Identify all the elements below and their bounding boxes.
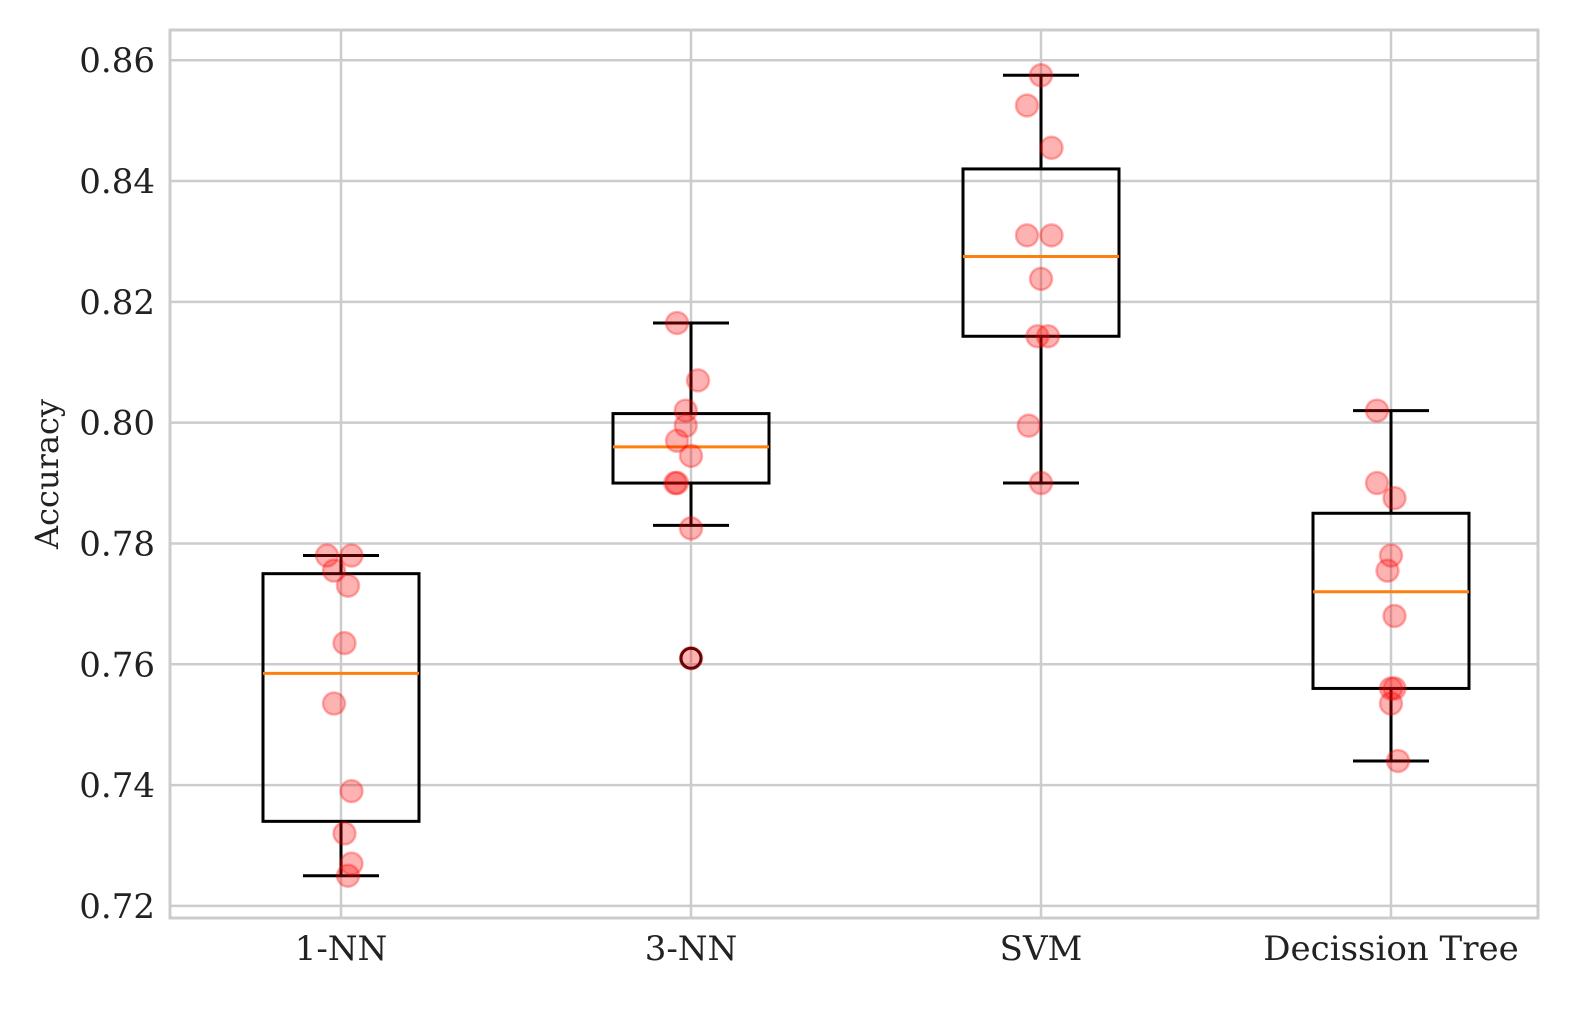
data-point [1364,470,1390,496]
data-point [1382,485,1407,511]
y-tick-labels: 0.72 0.74 0.76 0.78 0.80 0.82 0.84 0.86 [79,41,155,927]
iqr-box [1311,511,1471,690]
x-tick-label: 1-NN [295,929,388,969]
y-tick-label: 0.82 [79,283,155,323]
x-tick-label: Decission Tree [1263,929,1518,969]
box-decission-tree [1311,409,1471,763]
data-point [335,863,361,888]
data-point [673,398,698,423]
iqr-box [261,572,421,823]
y-tick-label: 0.84 [79,162,155,202]
x-tick-labels: 1-NN 3-NN SVM Decission Tree [295,929,1519,969]
data-point [664,470,690,496]
data-point [1378,543,1404,568]
box-layer [261,73,1471,878]
y-tick-label: 0.76 [79,645,155,685]
data-point [1385,748,1411,774]
data-point [332,821,357,846]
data-point [1382,603,1407,629]
data-point [673,413,698,438]
data-point [321,558,347,583]
data-point [1025,324,1050,349]
data-point [1016,413,1041,438]
y-tick-label: 0.80 [79,404,155,444]
data-point [685,368,711,393]
data-point [1028,266,1054,292]
outlier-marker [679,646,703,670]
grid-layer [170,30,1538,918]
data-point [1035,324,1061,349]
data-point [678,516,704,541]
data-point [1014,93,1040,118]
data-point [678,443,704,469]
data-point [321,691,347,716]
x-tick-label: SVM [1000,929,1083,969]
data-point [335,573,361,599]
iqr-box [961,167,1121,338]
data-point [1039,223,1064,248]
data-point [664,428,690,454]
iqr-box [611,412,771,485]
y-tick-label: 0.78 [79,524,155,564]
data-point [339,543,364,568]
data-point [339,778,364,804]
y-tick-label: 0.72 [79,887,155,927]
data-point [339,851,364,876]
y-axis-label: Accuracy [28,399,66,550]
point-layer [314,63,1411,888]
data-point [314,543,340,568]
plot-frame [168,28,1540,920]
data-point [1375,558,1400,583]
data-point [663,470,688,496]
data-point [1382,676,1407,701]
box-1-nn [261,554,421,878]
data-point [1378,691,1404,716]
data-point [1014,223,1040,248]
box-svm [961,73,1121,485]
data-point [664,310,690,336]
data-point [1378,676,1404,701]
data-point [1364,398,1390,423]
y-tick-label: 0.74 [79,766,155,806]
data-point [1039,135,1064,161]
box-3-nn [611,321,771,670]
y-tick-label: 0.86 [79,41,155,81]
data-point [332,630,357,656]
data-point [1028,470,1054,496]
data-point [1028,63,1054,88]
x-tick-label: 3-NN [645,929,738,969]
data-point [678,645,704,671]
